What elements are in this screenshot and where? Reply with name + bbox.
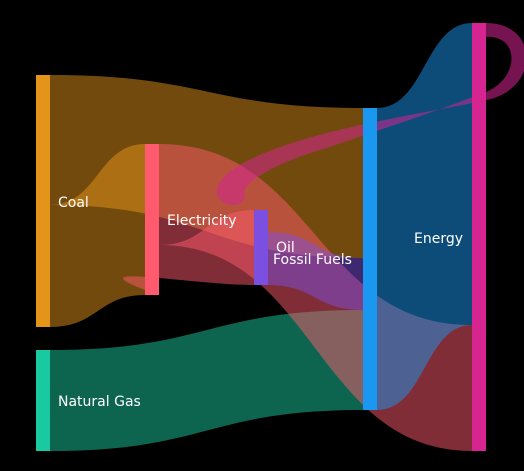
link-natural-gas-to-fossil-fuels[interactable] (50, 310, 363, 451)
link-electricity-to-oil[interactable] (123, 210, 254, 295)
node-label-coal: Coal (58, 195, 89, 211)
node-label-oil: Oil (276, 240, 295, 256)
node-label-energy: Energy (414, 231, 463, 247)
links-layer (50, 23, 524, 451)
node-label-natural-gas: Natural Gas (58, 394, 141, 410)
link-oil-to-fossil-fuels[interactable] (268, 232, 363, 310)
link-coal-to-electricity[interactable] (50, 144, 145, 327)
node-fossil-fuels[interactable] (363, 108, 377, 410)
node-coal[interactable] (36, 75, 50, 327)
node-energy[interactable] (472, 23, 486, 451)
node-natural-gas[interactable] (36, 350, 50, 451)
nodes-layer (36, 23, 486, 451)
node-electricity[interactable] (145, 144, 159, 295)
node-label-fossil-fuels: Fossil Fuels (273, 252, 352, 268)
node-oil[interactable] (254, 210, 268, 285)
node-label-electricity: Electricity (167, 213, 237, 229)
